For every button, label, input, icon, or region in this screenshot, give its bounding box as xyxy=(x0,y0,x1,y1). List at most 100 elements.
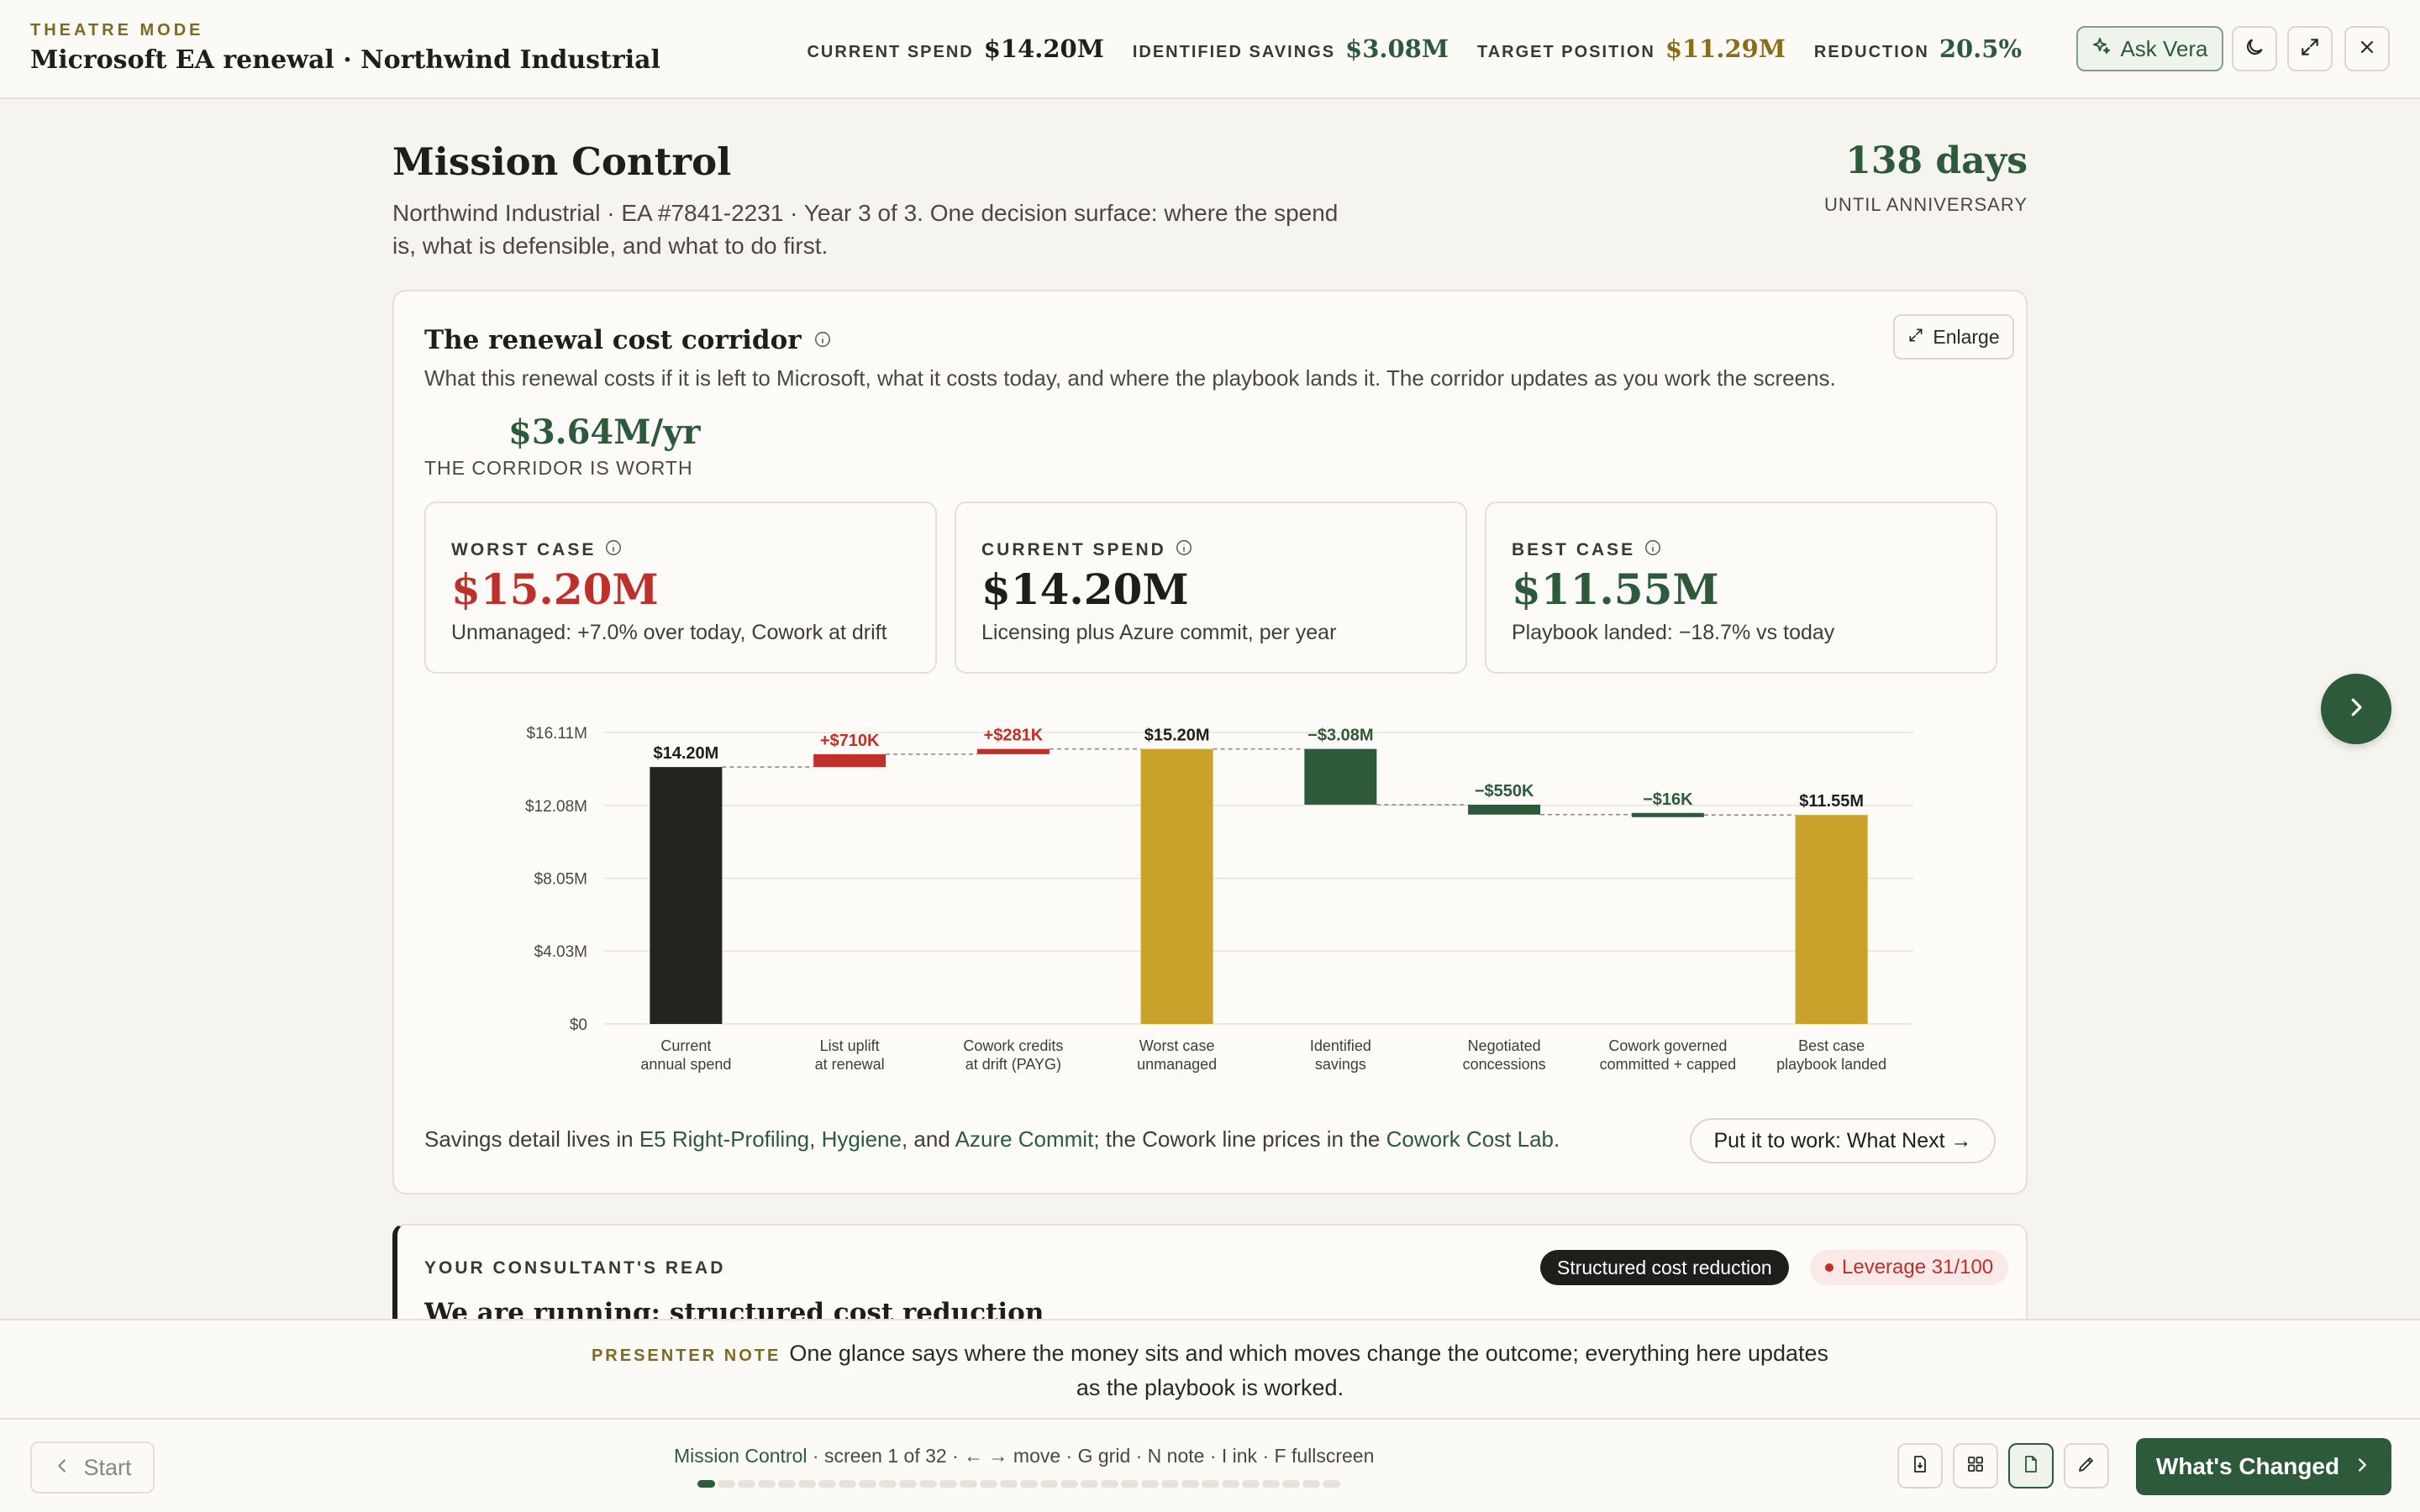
stat-value: 20.5% xyxy=(1939,34,2022,63)
x-category-label: List uplift xyxy=(820,1037,880,1054)
link-azure-commit[interactable]: Azure Commit xyxy=(955,1126,1094,1152)
x-category-label: Worst case xyxy=(1139,1037,1215,1054)
consultant-label: YOUR CONSULTANT'S READ xyxy=(424,1258,726,1278)
bar xyxy=(650,767,723,1024)
progress-dot[interactable] xyxy=(1282,1480,1300,1488)
x-category-label: at drift (PAYG) xyxy=(965,1056,1061,1073)
kpi-current-spend: CURRENT SPEND $14.20M Licensing plus Azu… xyxy=(955,501,1467,674)
ink-button[interactable] xyxy=(2064,1443,2109,1488)
x-category-label: concessions xyxy=(1463,1056,1546,1073)
bar xyxy=(1795,815,1868,1024)
stat-value: $14.20M xyxy=(983,34,1104,63)
progress-dot[interactable] xyxy=(1242,1480,1260,1488)
presenter-note-tag: PRESENTER NOTE xyxy=(591,1347,781,1365)
info-icon[interactable] xyxy=(1175,538,1193,562)
whats-changed-button[interactable]: What's Changed xyxy=(2136,1438,2391,1495)
progress-dot[interactable] xyxy=(1262,1480,1280,1488)
progress-dot[interactable] xyxy=(1081,1480,1098,1488)
data-label: +$710K xyxy=(820,732,880,750)
y-tick-label: $4.03M xyxy=(534,943,587,961)
progress-dot[interactable] xyxy=(758,1480,776,1488)
header-stats: CURRENT SPEND $14.20M IDENTIFIED SAVINGS… xyxy=(807,32,2022,66)
progress-dot[interactable] xyxy=(980,1480,997,1488)
progress-dot[interactable] xyxy=(859,1480,876,1488)
ask-vera-button[interactable]: Ask Vera xyxy=(2076,26,2223,71)
info-icon[interactable] xyxy=(604,538,623,562)
stat-label: CURRENT SPEND xyxy=(807,43,974,61)
stat-target-position: TARGET POSITION $11.29M xyxy=(1477,34,1786,63)
presenter-note-bar: PRESENTER NOTE One glance says where the … xyxy=(0,1319,2420,1418)
progress-dot[interactable] xyxy=(1121,1480,1139,1488)
link-cowork-cost-lab[interactable]: Cowork Cost Lab xyxy=(1386,1126,1555,1152)
info-icon[interactable] xyxy=(813,325,832,355)
bar xyxy=(1631,812,1704,817)
progress-dot[interactable] xyxy=(697,1480,715,1488)
progress-dot[interactable] xyxy=(1101,1480,1118,1488)
navigation-hint: Mission Control · screen 1 of 32 · ← → m… xyxy=(674,1445,1374,1467)
progress-dot[interactable] xyxy=(899,1480,917,1488)
bar xyxy=(1140,748,1213,1024)
data-label: $15.20M xyxy=(1144,727,1210,745)
bottom-nav-bar: Start Mission Control · screen 1 of 32 ·… xyxy=(0,1418,2420,1512)
progress-dot[interactable] xyxy=(818,1480,836,1488)
corridor-label: THE CORRIDOR IS WORTH xyxy=(424,457,693,479)
leverage-text: Leverage 31/100 xyxy=(1842,1256,1994,1278)
progress-dot[interactable] xyxy=(839,1480,856,1488)
progress-dot[interactable] xyxy=(1181,1480,1199,1488)
progress-dot[interactable] xyxy=(738,1480,755,1488)
enlarge-button[interactable]: Enlarge xyxy=(1893,314,2014,360)
note-toggle-button[interactable] xyxy=(2008,1443,2054,1488)
progress-dot[interactable] xyxy=(1161,1480,1179,1488)
progress-dot[interactable] xyxy=(1323,1480,1340,1488)
current-screen-name: Mission Control xyxy=(674,1445,808,1467)
export-button[interactable] xyxy=(1897,1443,1943,1488)
progress-dot[interactable] xyxy=(798,1480,816,1488)
x-category-label: at renewal xyxy=(815,1056,885,1073)
ask-vera-label: Ask Vera xyxy=(2120,35,2208,61)
progress-dot[interactable] xyxy=(718,1480,735,1488)
put-to-work-button[interactable]: Put it to work: What Next → xyxy=(1690,1118,1996,1163)
close-button[interactable] xyxy=(2344,26,2390,71)
start-button[interactable]: Start xyxy=(30,1441,155,1494)
bar xyxy=(1468,804,1541,815)
data-label: −$3.08M xyxy=(1307,727,1373,745)
page-subtitle: Northwind Industrial · EA #7841-2231 · Y… xyxy=(392,200,1339,259)
stat-identified-savings: IDENTIFIED SAVINGS $3.08M xyxy=(1133,34,1449,63)
presenter-note-text: One glance says where the money sits and… xyxy=(789,1341,1829,1400)
stat-label: TARGET POSITION xyxy=(1476,43,1655,61)
link-hygiene[interactable]: Hygiene xyxy=(821,1126,902,1152)
info-icon[interactable] xyxy=(1644,538,1662,562)
waterfall-chart: $0 $4.03M $8.05M $12.08M $16.11M $14.20M Curre… xyxy=(525,725,1913,1073)
moon-icon xyxy=(2244,36,2265,62)
leverage-badge: Leverage 31/100 xyxy=(1810,1250,2009,1285)
grid-view-button[interactable] xyxy=(1953,1443,1998,1488)
theme-toggle-button[interactable] xyxy=(2232,26,2277,71)
progress-dot[interactable] xyxy=(1040,1480,1058,1488)
progress-dot[interactable] xyxy=(919,1480,937,1488)
progress-dot[interactable] xyxy=(879,1480,897,1488)
card-description: What this renewal costs if it is left to… xyxy=(424,365,1836,391)
kpi-label-text: BEST CASE xyxy=(1512,540,1636,559)
progress-dot[interactable] xyxy=(1222,1480,1239,1488)
progress-dot[interactable] xyxy=(939,1480,957,1488)
progress-dot[interactable] xyxy=(1000,1480,1018,1488)
link-e5-right-profiling[interactable]: E5 Right-Profiling xyxy=(639,1126,810,1152)
progress-dot[interactable] xyxy=(1202,1480,1219,1488)
chevron-left-icon xyxy=(53,1455,71,1481)
start-label: Start xyxy=(83,1454,132,1480)
days-label: UNTIL ANNIVERSARY xyxy=(1824,194,2028,215)
whats-changed-label: What's Changed xyxy=(2155,1453,2340,1479)
footer-mid: ; the Cowork line prices in the xyxy=(1093,1126,1386,1152)
x-category-label: Identified xyxy=(1310,1037,1371,1054)
next-screen-button[interactable] xyxy=(2321,674,2391,744)
progress-dot[interactable] xyxy=(1060,1480,1078,1488)
progress-dot[interactable] xyxy=(1302,1480,1320,1488)
x-category-label: Cowork governed xyxy=(1608,1037,1727,1054)
fullscreen-button[interactable] xyxy=(2287,26,2333,71)
progress-dot[interactable] xyxy=(1020,1480,1038,1488)
progress-dot[interactable] xyxy=(960,1480,977,1488)
progress-dot[interactable] xyxy=(1141,1480,1159,1488)
y-tick-label: $12.08M xyxy=(525,798,587,816)
progress-dot[interactable] xyxy=(778,1480,796,1488)
stat-label: IDENTIFIED SAVINGS xyxy=(1132,43,1336,61)
